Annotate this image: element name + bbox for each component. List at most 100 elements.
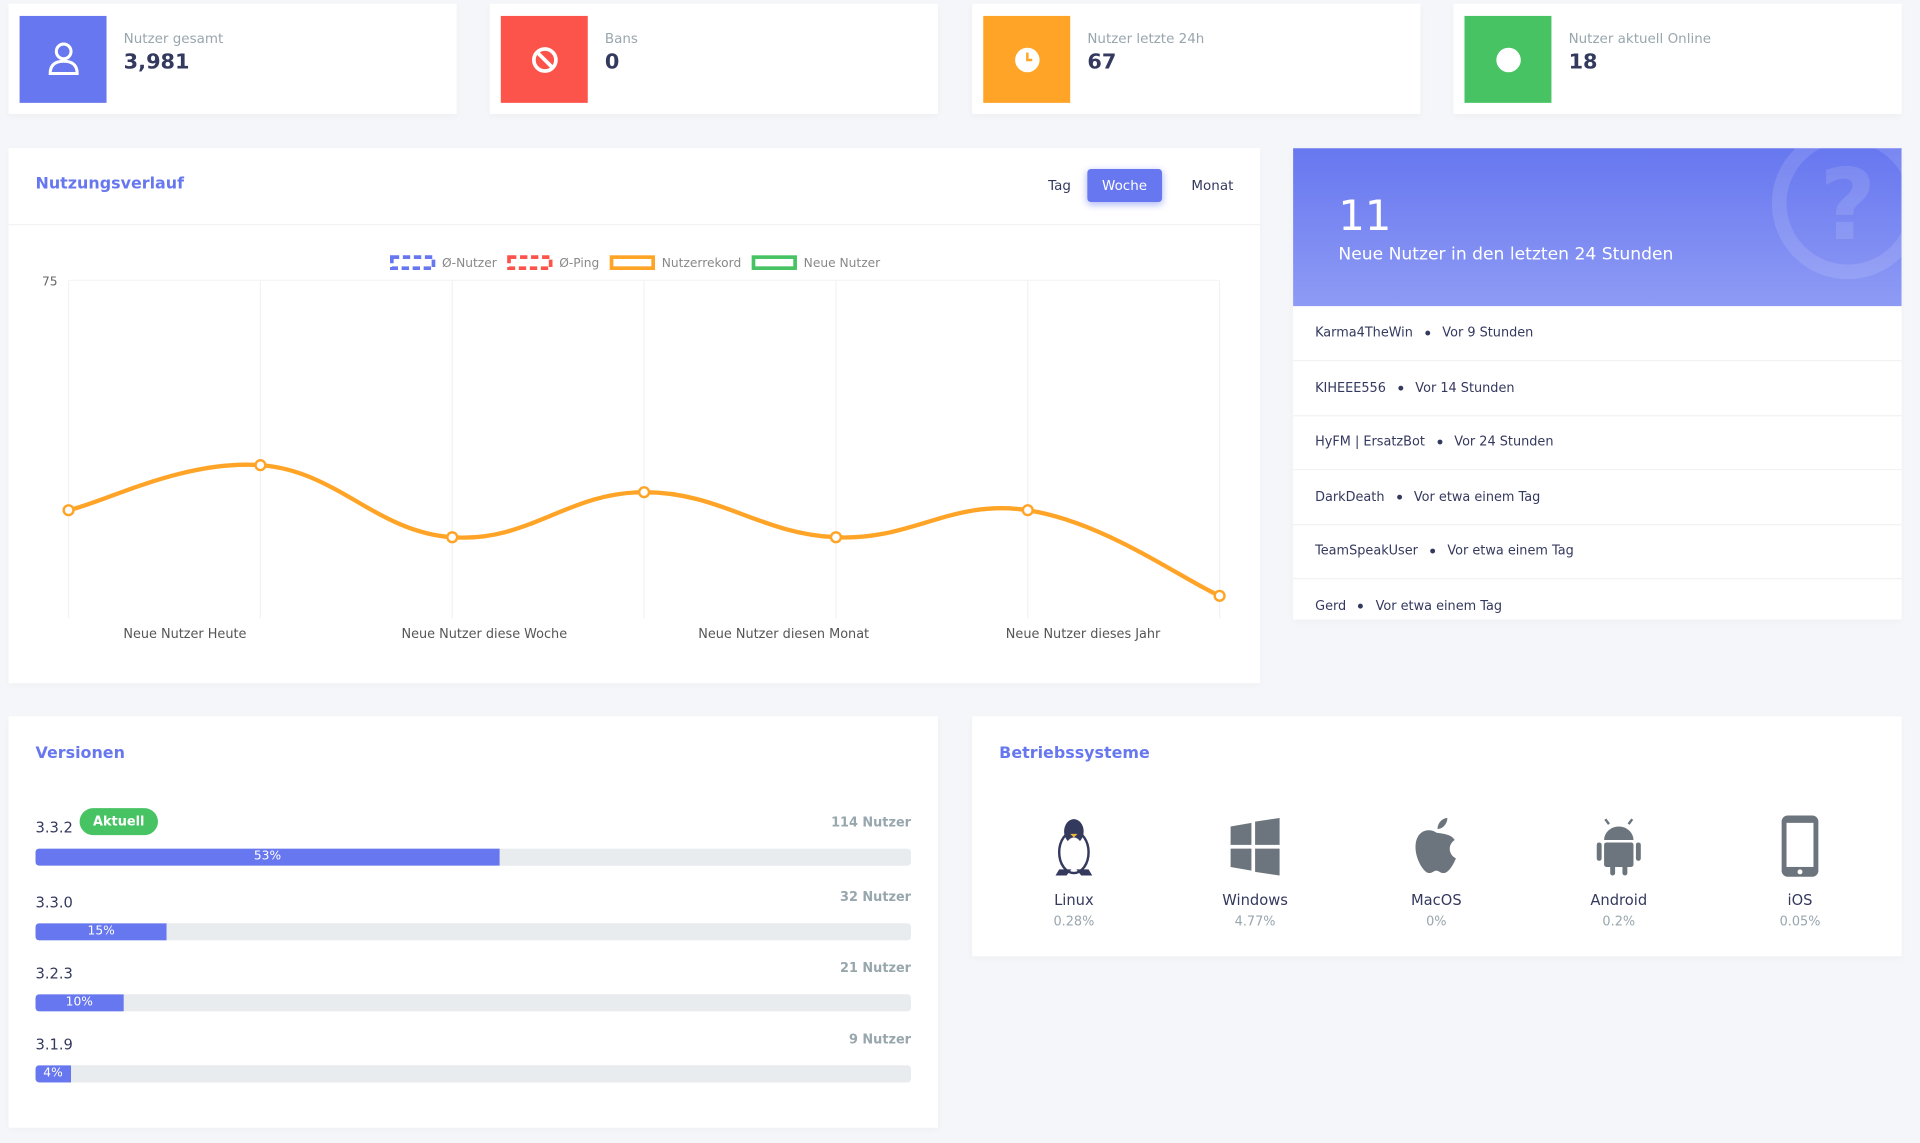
- os-share: 0%: [1426, 914, 1447, 930]
- os-name: Windows: [1222, 891, 1288, 909]
- progress-bar: 4%: [35, 1065, 71, 1083]
- stat-label: Bans: [604, 30, 638, 47]
- os-icon-svg: [1415, 817, 1456, 874]
- separator-dot: [1430, 549, 1436, 554]
- user-name: KIHEEE556: [1315, 380, 1386, 396]
- point: [1021, 504, 1034, 517]
- user-item: Karma4TheWin Vor 9 Stunden: [1293, 306, 1902, 362]
- point: [637, 486, 651, 499]
- progress-bar: 10%: [35, 994, 124, 1012]
- new-users-header: ? 11 Neue Nutzer in den letzten 24 Stund…: [1293, 148, 1902, 307]
- user-item: Gerd Vor etwa einem Tag: [1293, 579, 1902, 619]
- x-tick-label: Neue Nutzer Heute: [123, 627, 246, 642]
- os-icon-svg: [1230, 817, 1280, 876]
- user-name: Gerd: [1315, 598, 1347, 614]
- os-card: Betriebssysteme Linux 0.28% Windows 4.77% Ma…: [972, 716, 1902, 957]
- stat-value: 67: [1087, 50, 1117, 75]
- stat-label: Nutzer gesamt: [123, 30, 224, 47]
- user-name: Karma4TheWin: [1315, 325, 1413, 341]
- separator-dot: [1398, 385, 1404, 391]
- versions-card: Versionen 3.3.2 Aktuell 114 Nutzer 53% 3.3.0…: [8, 716, 938, 1128]
- os-title: Betriebssysteme: [999, 744, 1150, 763]
- progress-track: 10%: [35, 994, 912, 1012]
- stat-value: 18: [1568, 50, 1598, 75]
- x-tick-label: Neue Nutzer dieses Jahr: [1006, 627, 1161, 642]
- os-name: Android: [1590, 891, 1648, 909]
- y-tick-label: 75: [42, 274, 58, 288]
- os-icon: [1042, 813, 1106, 879]
- point: [254, 459, 267, 472]
- stat-value: 3,981: [123, 50, 190, 75]
- stat-icon: [1464, 15, 1552, 103]
- version-label: 3.1.9: [35, 1035, 73, 1054]
- legend-swatch: [507, 255, 553, 271]
- progress-bar: 53%: [35, 848, 500, 866]
- x-tick-label: Neue Nutzer diesen Monat: [698, 627, 869, 642]
- progress-track: 53%: [35, 848, 912, 866]
- separator-dot: [1358, 603, 1364, 609]
- stat-icon: [983, 15, 1071, 103]
- point: [1213, 589, 1226, 602]
- legend-label: Ø-Ping: [559, 256, 599, 270]
- os-name: Linux: [1054, 891, 1094, 909]
- legend-label: Nutzerrekord: [662, 256, 741, 270]
- legend-label: Ø-Nutzer: [442, 256, 498, 270]
- chart: 75 Ø-Nutzer Ø-Ping Nutzerrekord Neue Nutzer N…: [42, 255, 1226, 642]
- separator-dot: [1425, 330, 1431, 336]
- stat-card: Nutzer aktuell Online 18: [1453, 3, 1902, 114]
- user-time: Vor etwa einem Tag: [1447, 544, 1574, 559]
- os-share: 4.77%: [1234, 914, 1276, 930]
- os-icon-svg: [1781, 815, 1819, 877]
- icon: [1496, 47, 1521, 73]
- point: [62, 504, 75, 517]
- version-users: 9 Nutzer: [848, 1032, 912, 1047]
- badge: Aktuell: [79, 808, 158, 836]
- new-users-count: 11: [1338, 192, 1392, 242]
- chart-title: Nutzungsverlauf: [35, 175, 185, 194]
- os-icon: [1223, 813, 1287, 879]
- version-users: 114 Nutzer: [831, 815, 912, 831]
- stat-card: Nutzer letzte 24h 67: [972, 3, 1421, 114]
- user-name: HyFM | ErsatzBot: [1315, 434, 1425, 450]
- range-button[interactable]: Tag: [1048, 177, 1071, 194]
- os-icon-svg: [1596, 818, 1641, 876]
- new-users-card: ? 11 Neue Nutzer in den letzten 24 Stund…: [1293, 148, 1902, 620]
- version-label: 3.3.2: [35, 819, 73, 837]
- user-time: Vor 9 Stunden: [1442, 325, 1534, 341]
- version-label: 3.3.0: [35, 893, 73, 912]
- question-icon: ?: [1771, 148, 1902, 280]
- new-users-caption: Neue Nutzer in den letzten 24 Stunden: [1338, 244, 1674, 265]
- user-item: HyFM | ErsatzBot Vor 24 Stunden: [1293, 415, 1902, 471]
- progress-track: 15%: [35, 923, 912, 941]
- os-name: MacOS: [1410, 891, 1462, 909]
- progress-track: 4%: [35, 1065, 912, 1083]
- user-item: TeamSpeakUser Vor etwa einem Tag: [1293, 525, 1902, 580]
- os-share: 0.28%: [1053, 914, 1095, 930]
- legend-swatch: [390, 255, 436, 271]
- x-tick-label: Neue Nutzer diese Woche: [401, 627, 567, 642]
- user-name: TeamSpeakUser: [1315, 544, 1418, 559]
- legend-label: Neue Nutzer: [804, 256, 882, 270]
- os-icon-svg: [1055, 819, 1093, 876]
- user-item: KIHEEE556 Vor 14 Stunden: [1293, 361, 1902, 416]
- point: [829, 531, 843, 544]
- chart-card: Nutzungsverlauf 75 Ø-Nutzer Ø-Ping Nutzerre…: [8, 148, 1261, 684]
- stat-value: 0: [604, 50, 620, 75]
- os-name: iOS: [1787, 891, 1813, 909]
- range-button[interactable]: Woche: [1087, 168, 1162, 203]
- range-button[interactable]: Monat: [1191, 177, 1234, 194]
- version-users: 21 Nutzer: [840, 961, 912, 976]
- os-icon: [1768, 813, 1832, 879]
- version-label: 3.2.3: [35, 964, 73, 983]
- os-share: 0.2%: [1602, 914, 1636, 930]
- user-time: Vor etwa einem Tag: [1413, 489, 1541, 505]
- progress-bar: 15%: [35, 923, 167, 941]
- svg-text:?: ?: [1819, 149, 1876, 263]
- stat-card: Nutzer gesamt 3,981: [8, 3, 457, 114]
- icon: [48, 42, 79, 76]
- os-icon: [1587, 813, 1651, 879]
- stat-card: Bans 0: [489, 3, 938, 114]
- legend-swatch: [751, 255, 797, 271]
- user-time: Vor 14 Stunden: [1415, 380, 1515, 396]
- point: [446, 531, 459, 544]
